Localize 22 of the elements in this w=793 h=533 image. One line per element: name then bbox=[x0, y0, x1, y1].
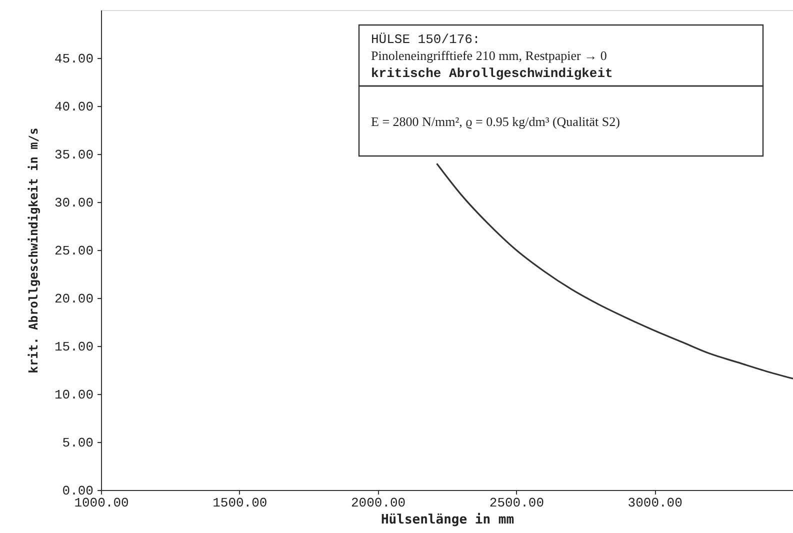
y-tick-label: 5.00 bbox=[62, 436, 94, 450]
y-tick-label: 15.00 bbox=[54, 340, 94, 354]
x-tick-label: 3000.00 bbox=[628, 496, 682, 510]
annotation: HÜLSE 150/176: bbox=[371, 32, 480, 47]
annotation: E = 2800 N/mm², ϱ = 0.95 kg/dm³ (Qualität S2) bbox=[371, 114, 620, 129]
y-tick-label: 20.00 bbox=[54, 292, 94, 306]
annotation: kritische Abrollgeschwindigkeit bbox=[371, 66, 613, 81]
y-tick-label: 35.00 bbox=[54, 148, 94, 162]
y-tick-label: 0.00 bbox=[62, 484, 94, 498]
x-tick-label: 1000.00 bbox=[74, 496, 129, 510]
x-axis-title: Hülsenlänge in mm bbox=[380, 512, 514, 528]
y-tick-label: 30.00 bbox=[54, 196, 94, 210]
x-tick-label: 2000.00 bbox=[350, 496, 406, 510]
x-tick-label: 2500.00 bbox=[489, 496, 544, 510]
x-tick-label: 1500.00 bbox=[212, 496, 268, 510]
y-axis-title: krit. Abrollgeschwindigkeit in m/s bbox=[26, 128, 40, 374]
y-tick-label: 40.00 bbox=[54, 100, 94, 114]
annotation: Pinoleneingrifftiefe 210 mm, Restpapier → 0 bbox=[371, 48, 607, 63]
y-tick-label: 10.00 bbox=[54, 388, 94, 402]
line-series bbox=[436, 162, 793, 380]
y-tick-label: 25.00 bbox=[54, 244, 94, 258]
y-tick-label: 45.00 bbox=[54, 52, 94, 66]
